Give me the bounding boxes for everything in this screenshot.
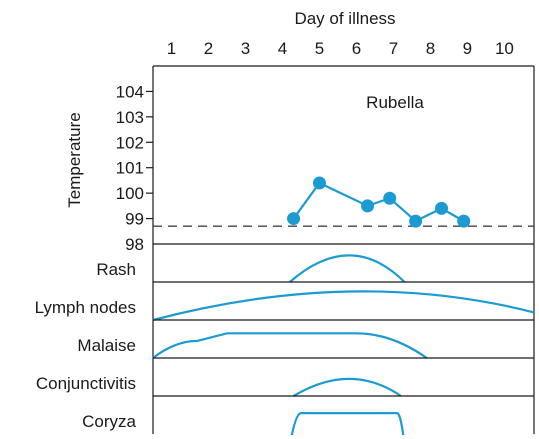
- y-tick-label: 103: [116, 108, 144, 127]
- symptom-curve: [292, 377, 402, 397]
- temperature-panel: [152, 65, 535, 434]
- data-point: [435, 201, 449, 215]
- x-tick-label: 5: [315, 39, 324, 58]
- symptom-label: Malaise: [77, 336, 136, 355]
- data-point: [312, 176, 326, 190]
- x-tick-label: 8: [426, 39, 435, 58]
- x-axis-label: Day of illness: [294, 9, 395, 28]
- symptom-label: Coryza: [82, 412, 136, 431]
- symptom-label: Rash: [96, 260, 136, 279]
- y-tick-label: 101: [116, 159, 144, 178]
- x-tick-label: 7: [389, 39, 398, 58]
- data-point: [361, 199, 375, 213]
- chart-title: Rubella: [366, 93, 424, 112]
- data-point: [287, 212, 301, 226]
- symptom-curve: [152, 332, 428, 359]
- x-tick-label: 1: [167, 39, 176, 58]
- x-tick-label: 4: [278, 39, 287, 58]
- y-tick-label: 98: [125, 235, 144, 254]
- y-tick-label: 102: [116, 133, 144, 152]
- data-point: [457, 214, 471, 228]
- symptom-label: Lymph nodes: [35, 298, 136, 317]
- x-tick-label: 3: [241, 39, 250, 58]
- data-point: [383, 191, 397, 205]
- y-tick-label: 100: [116, 184, 144, 203]
- x-tick-label: 9: [463, 39, 472, 58]
- y-axis: 98 99 100 101 102 103 104: [116, 82, 153, 254]
- y-tick-label: 104: [116, 82, 144, 101]
- x-tick-label: 2: [204, 39, 213, 58]
- y-tick-label: 99: [125, 210, 144, 229]
- symptom-curve: [289, 254, 406, 283]
- symptom-panels: Rash Lymph nodes Malaise Conjunctivitis Cory…: [35, 243, 535, 435]
- symptom-curve: [290, 412, 405, 435]
- data-point: [409, 214, 423, 228]
- temperature-series: [287, 176, 471, 228]
- symptom-curve: [152, 290, 535, 322]
- x-tick-label: 6: [352, 39, 361, 58]
- y-axis-label: Temperature: [65, 112, 84, 207]
- x-tick-labels: 1 2 3 4 5 6 7 8 9 10: [167, 39, 514, 58]
- symptom-label: Conjunctivitis: [36, 374, 136, 393]
- x-tick-label: 10: [495, 39, 514, 58]
